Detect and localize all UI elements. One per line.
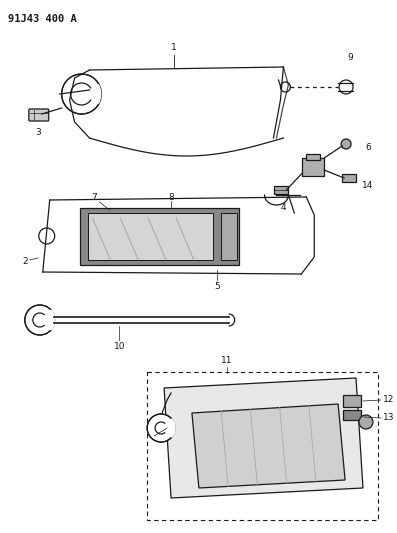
Bar [342,174,356,182]
Wedge shape [161,419,175,437]
Text: 7: 7 [92,193,97,203]
Circle shape [341,139,351,149]
Circle shape [62,74,102,114]
Text: 10: 10 [114,342,125,351]
Text: 2: 2 [22,257,28,266]
Text: 5: 5 [214,282,220,291]
Bar [147,372,378,520]
Circle shape [339,80,353,94]
Text: 8: 8 [168,192,174,201]
Text: 6: 6 [365,143,371,152]
Bar [79,208,239,265]
Text: 91J43 400 A: 91J43 400 A [8,14,77,24]
FancyBboxPatch shape [29,109,49,121]
Circle shape [147,414,175,442]
Bar [221,213,237,260]
Text: 13: 13 [383,414,394,423]
Circle shape [359,415,373,429]
Bar [306,154,320,160]
Text: 12: 12 [383,395,394,405]
Text: 4: 4 [281,203,286,212]
Circle shape [25,305,55,335]
Bar [343,410,361,420]
Bar [343,395,361,407]
Circle shape [39,228,55,244]
Circle shape [280,82,290,92]
Bar [302,158,324,176]
Text: 11: 11 [221,356,233,365]
Bar [87,213,213,260]
Wedge shape [81,84,102,104]
Bar [274,186,288,194]
Text: 9: 9 [347,53,353,62]
Text: 14: 14 [362,181,374,190]
Polygon shape [192,404,345,488]
Text: 1: 1 [171,43,177,52]
Wedge shape [40,310,55,329]
Text: 3: 3 [35,128,40,137]
Polygon shape [164,378,363,498]
